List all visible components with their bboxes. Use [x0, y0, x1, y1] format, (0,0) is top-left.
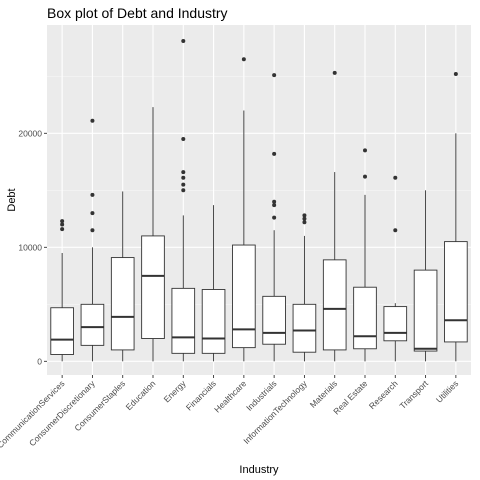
box-research — [383, 175, 408, 362]
box-body — [80, 303, 105, 346]
box-body — [413, 269, 438, 352]
x-axis-title: Industry — [239, 464, 279, 476]
outlier-point — [60, 222, 65, 227]
outlier-point — [90, 118, 95, 123]
box-consumerdiscretionary — [80, 118, 105, 362]
box-consumerstaples — [110, 191, 135, 362]
box-body — [201, 289, 226, 354]
outlier-point — [393, 228, 398, 233]
box-industrials — [262, 73, 286, 362]
y-axis: 0 10000 20000 — [18, 128, 47, 366]
box-body — [444, 241, 468, 343]
y-axis-title: Debt — [6, 188, 18, 211]
box-energy — [171, 38, 196, 362]
y-tick-label: 0 — [37, 356, 42, 366]
outlier-point — [393, 175, 398, 180]
box-communicationservices — [50, 219, 74, 362]
outlier-point — [272, 73, 277, 78]
outlier-point — [60, 227, 65, 232]
box-body — [232, 244, 256, 349]
x-tick-label: Education — [124, 378, 158, 412]
boxes — [50, 38, 468, 362]
x-tick-label: Research — [367, 378, 400, 411]
box-body — [171, 287, 196, 354]
outlier-point — [302, 220, 307, 225]
outlier-point — [241, 57, 246, 62]
box-body — [110, 257, 135, 351]
box-body — [383, 306, 408, 342]
box-materials — [322, 70, 347, 362]
outlier-point — [363, 174, 367, 179]
outlier-point — [272, 203, 277, 208]
outlier-point — [453, 72, 458, 77]
y-tick-label: 10000 — [18, 242, 42, 252]
outlier-point — [181, 175, 186, 180]
y-tick-label: 20000 — [18, 128, 42, 138]
outlier-point — [90, 192, 95, 197]
box-informationtechnology — [292, 213, 317, 362]
outlier-point — [90, 211, 95, 216]
x-axis: CommunicationServicesConsumerDiscretiona… — [0, 375, 460, 450]
box-body — [141, 235, 165, 339]
box-body — [353, 286, 377, 350]
outlier-point — [272, 199, 277, 204]
box-transport — [413, 190, 438, 362]
outlier-point — [363, 148, 367, 153]
outlier-point — [332, 70, 337, 75]
chart-title: Box plot of Debt and Industry — [47, 5, 228, 21]
x-tick-label: Healthcare — [212, 378, 248, 414]
outlier-point — [90, 228, 95, 233]
box-body — [322, 259, 347, 351]
box-real-estate — [353, 148, 377, 362]
box-education — [141, 107, 165, 362]
outlier-point — [181, 38, 186, 43]
box-body — [292, 303, 317, 353]
plot-panel — [47, 25, 471, 375]
x-tick-label: Utilities — [434, 378, 460, 404]
box-healthcare — [232, 57, 256, 362]
outlier-point — [181, 188, 186, 193]
outlier-point — [60, 219, 65, 224]
box-body — [262, 295, 286, 345]
outlier-point — [302, 213, 307, 218]
outlier-point — [272, 151, 277, 156]
box-financials — [201, 205, 226, 362]
box-body — [50, 307, 74, 355]
outlier-point — [181, 137, 186, 142]
x-tick-label: Transport — [397, 378, 430, 411]
outlier-point — [272, 215, 277, 220]
outlier-point — [181, 170, 186, 175]
outlier-point — [181, 182, 186, 187]
outlier-point — [302, 216, 307, 221]
x-tick-label: Energy — [162, 378, 189, 405]
box-utilities — [444, 72, 468, 362]
